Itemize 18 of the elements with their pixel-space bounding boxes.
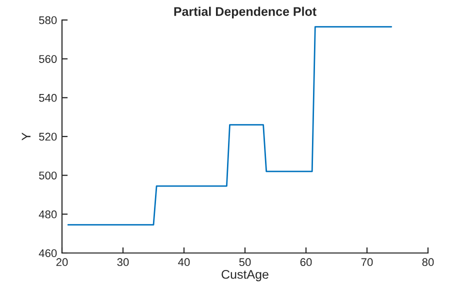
chart-title: Partial Dependence Plot: [174, 6, 316, 18]
y-tick-label: 560: [39, 55, 57, 63]
x-tick-label: 70: [361, 258, 373, 266]
x-axis-title: CustAge: [222, 270, 268, 282]
x-tick-label: 80: [422, 258, 434, 266]
y-tick-label: 460: [38, 249, 57, 258]
x-tick-label: 50: [239, 258, 251, 266]
x-tick-label: 40: [178, 258, 190, 266]
x-tick-label: 30: [117, 258, 129, 266]
y-tick-label: 580: [39, 16, 57, 24]
y-tick-label: 520: [39, 132, 57, 141]
line-series: [67, 26, 392, 226]
x-tick-label: 60: [300, 258, 312, 266]
y-axis-title: Y: [22, 132, 30, 140]
y-tick-label: 500: [39, 172, 57, 180]
y-tick-label: 480: [38, 210, 57, 218]
y-tick-label: 540: [39, 94, 57, 102]
x-tick-label: 20: [56, 258, 68, 266]
